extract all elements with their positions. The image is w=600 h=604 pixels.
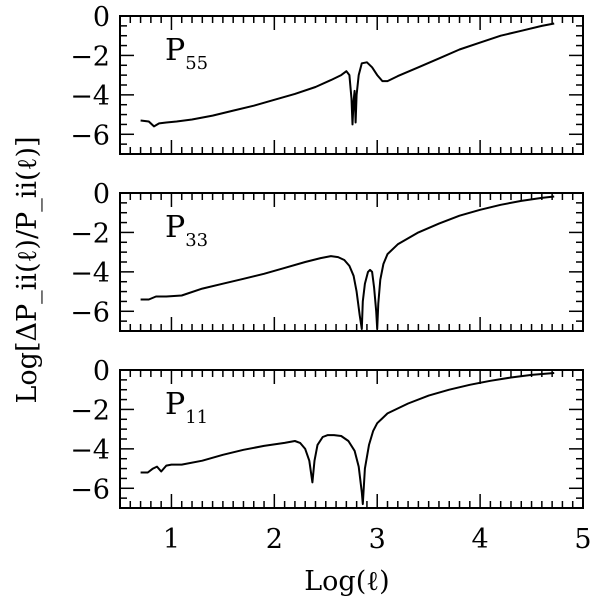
x-tick-label: 5 <box>574 524 591 555</box>
panel-label: P11 <box>165 387 208 428</box>
plot-frame <box>119 15 584 155</box>
y-tick-label: 0 <box>93 2 110 33</box>
panel-label: P33 <box>165 210 208 251</box>
y-tick-label: 0 <box>93 356 110 387</box>
x-tick-label: 1 <box>163 524 180 555</box>
panel-label-main: P <box>165 33 185 68</box>
y-tick-label: 0 <box>93 179 110 210</box>
x-tick-label: 4 <box>472 524 489 555</box>
y-tick-label: −2 <box>70 395 110 426</box>
panel-label-main: P <box>165 387 185 422</box>
x-tick-label: 3 <box>369 524 386 555</box>
panel-2: 0 −2 −4 −6 P33 <box>70 179 584 332</box>
y-tick-label: −2 <box>70 218 110 249</box>
series-line-P11 <box>140 372 555 506</box>
plot-frame <box>119 192 584 332</box>
panel-label-sub: 33 <box>185 230 208 251</box>
y-axis-title: Log[ΔP_ii(ℓ)/P_ii(ℓ)] <box>12 136 43 403</box>
panel-label-main: P <box>165 210 185 245</box>
series-line-P55 <box>140 22 555 128</box>
y-tick-label: −4 <box>70 81 110 112</box>
y-axis-title-group: Log[ΔP_ii(ℓ)/P_ii(ℓ)] <box>12 136 43 403</box>
panel-1: 0 −2 −4 −6 P55 <box>70 2 584 155</box>
panel-label-sub: 11 <box>185 407 208 428</box>
x-axis-title: Log(ℓ) <box>304 566 389 597</box>
panel-label-sub: 55 <box>185 53 208 74</box>
x-tick-label: 2 <box>266 524 283 555</box>
series-line-P33 <box>140 195 555 330</box>
y-tick-label: −6 <box>70 474 110 505</box>
y-tick-label: −4 <box>70 435 110 466</box>
y-tick-label: −6 <box>70 297 110 328</box>
panel-label: P55 <box>165 33 208 74</box>
y-tick-label: −4 <box>70 258 110 289</box>
y-tick-label: −2 <box>70 41 110 72</box>
y-tick-label: −6 <box>70 120 110 151</box>
plot-frame <box>119 369 584 509</box>
